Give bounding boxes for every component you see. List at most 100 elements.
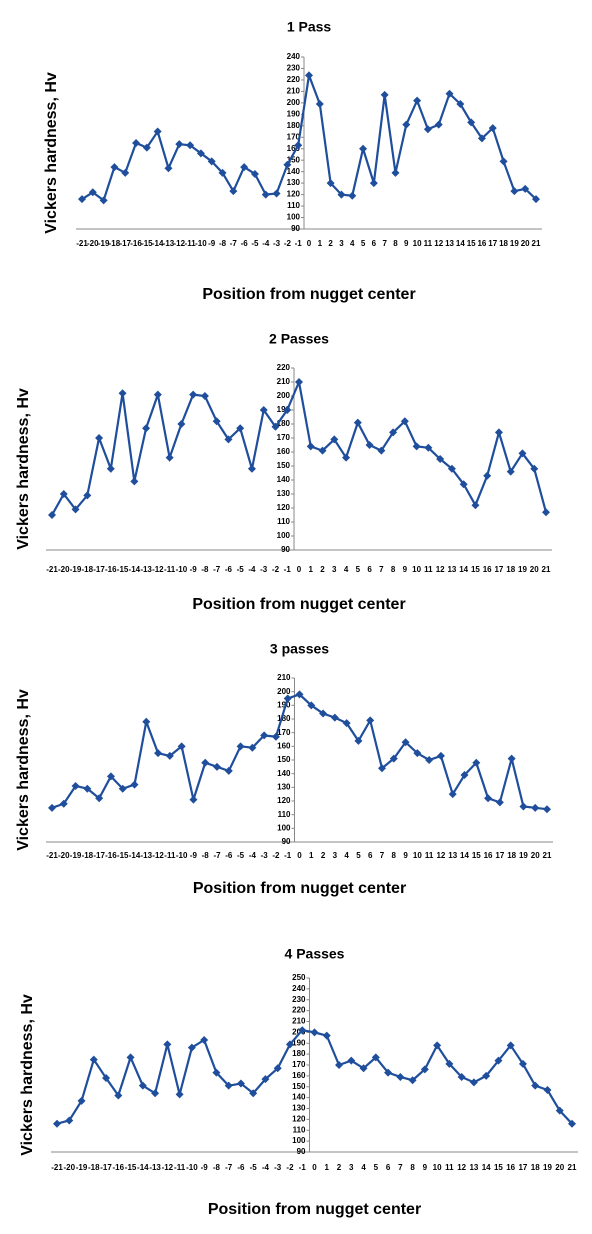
data-point	[396, 1072, 405, 1081]
data-point	[366, 716, 375, 725]
x-tick-label: -4	[249, 851, 257, 860]
x-tick-label: 20	[530, 565, 539, 574]
y-tick-label: 100	[292, 1136, 306, 1145]
data-point	[249, 1089, 258, 1098]
y-tick-label: 160	[287, 144, 301, 153]
x-tick-label: -14	[129, 851, 141, 860]
chart-title: 2 Passes	[269, 331, 329, 347]
x-tick-label: 0	[307, 239, 312, 248]
x-tick-label: -12	[174, 239, 186, 248]
data-point	[436, 455, 445, 463]
data-point	[272, 189, 281, 198]
x-tick-label: 19	[518, 565, 527, 574]
data-point	[212, 1068, 221, 1077]
y-tick-label: 180	[287, 121, 301, 130]
x-tick-label: -20	[58, 565, 70, 574]
chart-title: 3 passes	[270, 641, 329, 657]
x-tick-label: 11	[445, 1163, 454, 1172]
y-tick-label: 160	[277, 447, 291, 456]
x-tick-label: -11	[185, 239, 197, 248]
x-tick-label: -21	[46, 565, 58, 574]
data-point	[326, 179, 335, 188]
data-point	[495, 798, 504, 807]
data-point	[484, 794, 493, 803]
data-point	[142, 424, 151, 433]
x-tick-label: 12	[434, 239, 443, 248]
data-point	[196, 149, 205, 158]
data-point	[142, 143, 151, 152]
data-point	[102, 1074, 111, 1083]
y-tick-label: 110	[277, 517, 290, 526]
data-point	[521, 184, 530, 193]
chart-title: 4 Passes	[285, 946, 345, 962]
y-tick-label: 160	[292, 1071, 306, 1080]
y-tick-label: 110	[278, 810, 291, 819]
y-tick-label: 200	[277, 687, 291, 696]
data-point	[413, 749, 422, 758]
x-tick-label: 21	[543, 851, 552, 860]
data-point	[65, 1116, 74, 1125]
data-point	[507, 754, 516, 763]
x-tick-label: -4	[262, 239, 270, 248]
x-tick-label: 16	[483, 565, 492, 574]
y-tick-label: 220	[292, 1006, 306, 1015]
x-tick-label: -20	[63, 1163, 75, 1172]
data-point	[389, 428, 398, 437]
data-point	[142, 717, 151, 726]
y-tick-label: 140	[277, 475, 291, 484]
x-tick-label: 15	[471, 565, 480, 574]
x-tick-label: 10	[413, 239, 422, 248]
data-point	[531, 1081, 540, 1090]
x-tick-label: 19	[510, 239, 519, 248]
data-point	[506, 467, 515, 476]
data-point	[224, 766, 233, 775]
data-point	[200, 392, 209, 400]
y-tick-label: 210	[277, 673, 291, 682]
y-tick-label: 100	[277, 531, 291, 540]
data-point	[424, 443, 433, 452]
y-tick-label: 170	[277, 728, 291, 737]
data-point	[447, 464, 456, 473]
data-point	[359, 1064, 368, 1073]
y-tick-label: 240	[292, 984, 306, 993]
data-point	[369, 179, 378, 188]
y-tick-label: 130	[277, 489, 291, 498]
x-tick-label: 15	[467, 239, 476, 248]
data-point	[354, 736, 363, 745]
data-point	[434, 120, 443, 129]
data-point	[106, 772, 115, 781]
data-point	[114, 1091, 123, 1100]
data-point	[48, 803, 56, 812]
data-point	[408, 1076, 417, 1085]
data-point	[494, 428, 503, 437]
data-point	[371, 1053, 380, 1062]
data-point	[472, 758, 481, 767]
data-point	[307, 701, 316, 710]
x-tick-label: 21	[532, 239, 541, 248]
data-point	[384, 1068, 393, 1077]
y-tick-label: 110	[293, 1125, 306, 1134]
data-point	[555, 1106, 564, 1115]
x-tick-label: -8	[213, 1163, 221, 1172]
x-tick-label: -17	[119, 239, 131, 248]
x-axis-title: Position from nugget center	[193, 880, 406, 897]
x-tick-label: -4	[262, 1163, 270, 1172]
data-point	[499, 157, 508, 166]
y-tick-label: 240	[287, 52, 301, 61]
x-tick-label: 21	[568, 1163, 577, 1172]
x-tick-label: 11	[424, 239, 433, 248]
y-tick-label: 160	[277, 741, 291, 750]
x-tick-label: 7	[398, 1163, 403, 1172]
data-point	[510, 187, 519, 196]
data-point	[568, 1119, 576, 1128]
x-tick-label: -3	[273, 239, 281, 248]
x-tick-label: -20	[58, 851, 70, 860]
x-tick-label: 4	[344, 565, 349, 574]
x-tick-label: -16	[105, 851, 117, 860]
x-tick-label: 20	[521, 239, 530, 248]
y-tick-label: 170	[287, 132, 301, 141]
x-tick-label: 3	[332, 565, 337, 574]
data-point	[118, 784, 127, 793]
data-line	[81, 71, 537, 203]
